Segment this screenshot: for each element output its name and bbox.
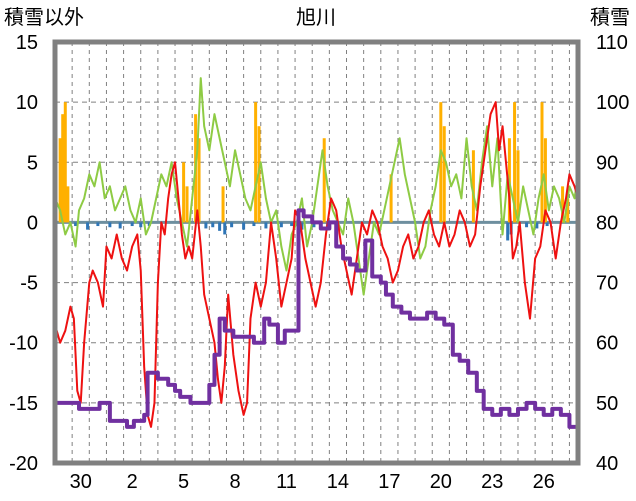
precip-bar — [525, 222, 529, 228]
left-axis-title: 積雪以外 — [4, 6, 84, 29]
precip-bar — [545, 222, 549, 227]
snowfall-bar — [221, 186, 225, 223]
snowfall-bar — [540, 102, 544, 223]
snowfall-bar — [63, 102, 67, 223]
x-tick-label: 5 — [178, 471, 189, 493]
left-tick-label: 5 — [27, 152, 38, 174]
wind-line — [54, 77, 579, 296]
precip-bar — [96, 222, 100, 227]
precip-bar — [86, 222, 90, 230]
snow-depth-line — [55, 208, 580, 433]
x-tick-label: 8 — [229, 471, 240, 493]
line-series — [54, 77, 580, 433]
snowfall-bar — [58, 138, 62, 223]
x-tick-label: 17 — [378, 471, 400, 493]
precip-bar — [223, 222, 227, 235]
right-axis-title: 積雪 — [590, 6, 630, 29]
left-tick-label: -5 — [20, 273, 38, 295]
right-tick-label: 70 — [596, 273, 618, 295]
x-tick-label: 23 — [481, 471, 503, 493]
right-tick-label: 40 — [596, 453, 618, 475]
precip-bar — [312, 222, 316, 228]
precip-bar — [264, 222, 268, 229]
right-tick-label: 50 — [596, 393, 618, 415]
precip-bar — [300, 222, 304, 230]
x-tick-label: 30 — [70, 471, 92, 493]
x-tick-label: 26 — [533, 471, 555, 493]
left-tick-label: 0 — [27, 212, 38, 234]
precip-bar — [139, 222, 143, 228]
precip-bar — [130, 222, 134, 227]
left-tick-label: 15 — [16, 32, 38, 54]
right-tick-label: 60 — [596, 333, 618, 355]
snowfall-bar — [197, 138, 201, 223]
precip-bar — [218, 222, 222, 231]
precip-bar — [230, 222, 234, 228]
precip-bar — [290, 222, 294, 227]
snowfall-bar — [566, 198, 570, 223]
right-tick-label: 80 — [596, 212, 618, 234]
grid-lines — [55, 41, 578, 464]
x-axis-ticks: 30 2 5 8 11 14 17 20 23 26 — [70, 471, 555, 493]
left-axis-ticks: 15 10 5 0 -5 -10 -15 -20 — [9, 32, 38, 475]
precip-bar — [118, 222, 122, 229]
snowfall-bar — [61, 114, 65, 223]
x-tick-label: 2 — [127, 471, 138, 493]
snowfall-bar — [389, 174, 393, 223]
left-tick-label: 10 — [16, 92, 38, 114]
precip-bar — [74, 222, 78, 227]
x-tick-label: 14 — [327, 471, 349, 493]
snowfall-bar — [513, 102, 517, 223]
precip-bar — [535, 222, 539, 229]
plot-frame — [52, 39, 581, 466]
snowfall-bar — [516, 150, 520, 223]
left-tick-label: -15 — [9, 393, 38, 415]
x-tick-label: 11 — [276, 471, 297, 493]
right-tick-label: 110 — [596, 32, 628, 54]
snowfall-bar — [185, 186, 189, 223]
left-tick-label: -10 — [9, 333, 38, 355]
snowfall-bar — [322, 138, 326, 223]
snowfall-bar — [471, 150, 475, 223]
chart-title: 旭川 — [296, 6, 336, 29]
snowfall-bar — [182, 162, 186, 223]
precip-bar — [279, 222, 283, 228]
precip-bar — [506, 222, 510, 241]
right-tick-label: 100 — [596, 92, 629, 114]
precip-bar — [242, 222, 246, 230]
x-tick-label: 20 — [430, 471, 452, 493]
snowfall-bar — [439, 102, 443, 223]
left-tick-label: -20 — [9, 453, 38, 475]
precip-bar — [252, 222, 256, 227]
snowfall-bar — [254, 102, 258, 223]
precip-bar — [108, 222, 112, 228]
snowfall-bar — [561, 186, 565, 223]
right-axis-ticks: 110 100 90 80 70 60 50 40 — [596, 32, 629, 475]
snowfall-bar — [66, 186, 70, 223]
snowfall-bar — [442, 126, 446, 223]
precip-bar — [211, 222, 215, 228]
precip-bar — [204, 222, 208, 229]
right-tick-label: 90 — [596, 152, 618, 174]
temperature-line — [54, 101, 579, 428]
